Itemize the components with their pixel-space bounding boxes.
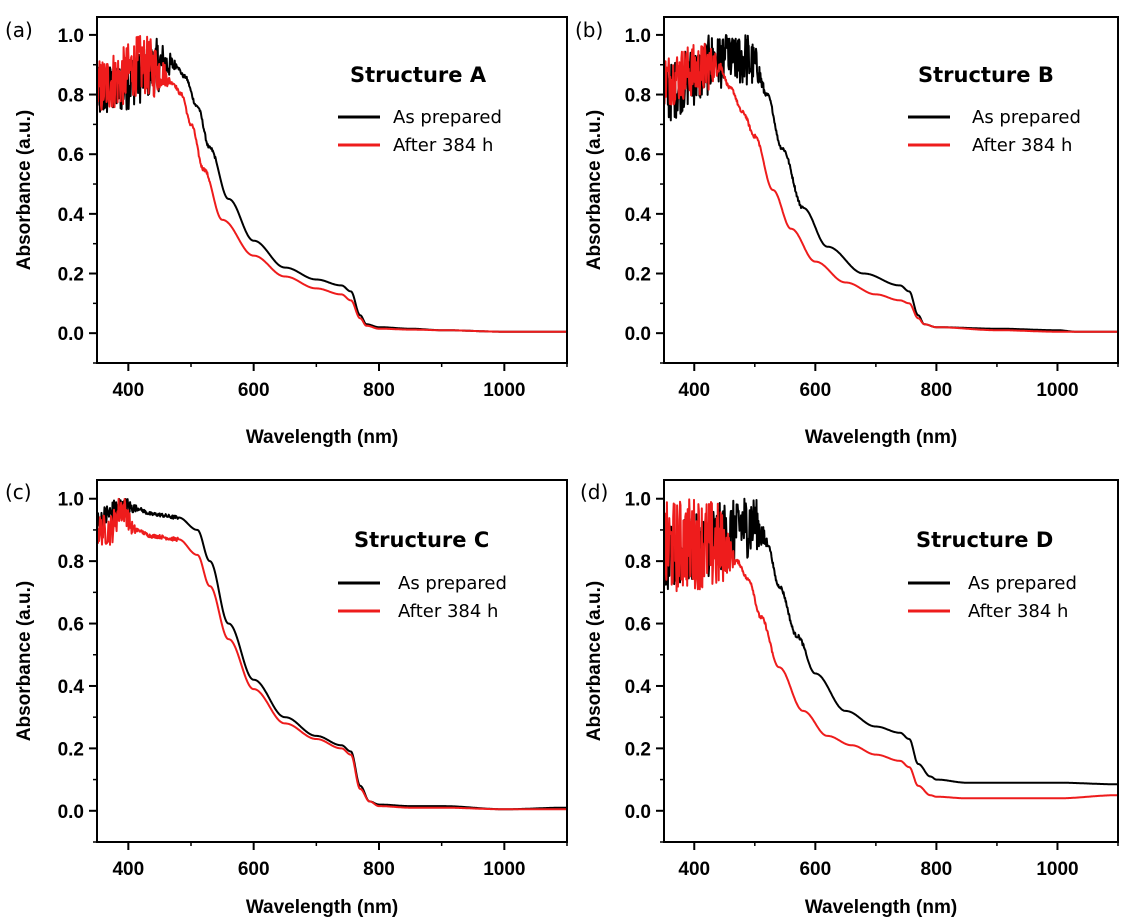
x-tick-label: 1000: [1036, 380, 1078, 401]
series-line-as-prepared: [664, 497, 1118, 786]
y-tick-label: 0.0: [625, 802, 651, 823]
y-tick-label: 0.2: [625, 265, 651, 286]
x-axis-title: Wavelength (nm): [246, 897, 398, 918]
x-tick-label: 800: [921, 859, 953, 880]
ticks-layer: 400 600 800 1000 0.0 0.2 0.4 0.6 0.8 1.0: [58, 26, 568, 401]
series-layer: [97, 497, 567, 811]
y-tick-label: 0.4: [58, 677, 85, 698]
legend-label-after-384h: After 384 h: [968, 601, 1068, 622]
y-tick-label: 0.6: [625, 615, 651, 636]
y-tick-label: 0.6: [625, 145, 651, 166]
y-tick-label: 0.8: [625, 552, 651, 573]
y-tick-label: 0.4: [625, 677, 652, 698]
y-tick-label: 0.2: [625, 739, 651, 760]
plot-frame: [663, 479, 1119, 843]
panel-c: (c) 400 600 800 1000 0.0 0.2 0.4 0.6 0.8 1.0 Stru…: [5, 479, 568, 918]
x-tick-label: 800: [363, 859, 395, 880]
panel-b: (b) 400 600 800 1000 0.0 0.2 0.4 0.6 0.8 1.0 Stru…: [575, 16, 1119, 448]
legend-label-as-prepared: As prepared: [393, 107, 502, 128]
legend: As prepared After 384 h: [908, 107, 1081, 156]
x-axis-title: Wavelength (nm): [246, 427, 398, 448]
panel-label: (a): [5, 18, 33, 42]
series-line-after-384h: [97, 35, 567, 333]
y-tick-label: 0.2: [58, 265, 84, 286]
ticks-layer: 400 600 800 1000 0.0 0.2 0.4 0.6 0.8 1.0: [625, 26, 1119, 401]
y-tick-label: 0.8: [625, 86, 651, 107]
x-tick-label: 1000: [483, 380, 525, 401]
x-axis-title: Wavelength (nm): [805, 897, 957, 918]
x-tick-label: 400: [112, 380, 144, 401]
series-line-after-384h: [664, 498, 1118, 800]
series-layer: [664, 497, 1118, 800]
y-tick-label: 1.0: [58, 490, 84, 511]
x-tick-label: 800: [363, 380, 395, 401]
x-tick-label: 400: [678, 380, 710, 401]
ticks-layer: 400 600 800 1000 0.0 0.2 0.4 0.6 0.8 1.0: [58, 490, 568, 880]
x-tick-label: 800: [921, 380, 953, 401]
legend-label-as-prepared: As prepared: [972, 107, 1081, 128]
plot-frame: [96, 479, 568, 843]
x-tick-label: 1000: [483, 859, 525, 880]
y-axis-title: Absorbance (a.u.): [14, 110, 35, 270]
y-tick-label: 1.0: [625, 26, 651, 47]
legend: As prepared After 384 h: [338, 573, 507, 622]
y-tick-label: 0.2: [58, 739, 84, 760]
series-layer: [97, 35, 567, 333]
chart-title: Structure A: [350, 63, 487, 87]
y-tick-label: 0.4: [625, 205, 652, 226]
panel-label: (d): [580, 480, 608, 504]
chart-title: Structure B: [918, 63, 1054, 87]
x-tick-label: 600: [799, 859, 831, 880]
x-tick-label: 400: [112, 859, 144, 880]
y-tick-label: 0.8: [58, 552, 84, 573]
series-line-as-prepared: [664, 34, 1118, 333]
series-line-as-prepared: [97, 498, 567, 811]
y-tick-label: 1.0: [625, 490, 651, 511]
legend-label-after-384h: After 384 h: [398, 601, 498, 622]
y-axis-title: Absorbance (a.u.): [584, 581, 605, 741]
x-tick-label: 400: [678, 859, 710, 880]
y-tick-label: 1.0: [58, 26, 84, 47]
plot-frame: [663, 16, 1119, 364]
legend-label-after-384h: After 384 h: [972, 135, 1072, 156]
y-axis-title: Absorbance (a.u.): [14, 581, 35, 741]
y-tick-label: 0.8: [58, 86, 84, 107]
y-tick-label: 0.6: [58, 615, 84, 636]
series-layer: [664, 34, 1118, 333]
legend-label-as-prepared: As prepared: [968, 573, 1077, 594]
x-tick-label: 600: [238, 859, 270, 880]
panel-label: (c): [5, 480, 32, 504]
ticks-layer: 400 600 800 1000 0.0 0.2 0.4 0.6 0.8 1.0: [625, 490, 1119, 880]
y-axis-title: Absorbance (a.u.): [584, 110, 605, 270]
chart-title: Structure C: [354, 528, 489, 552]
x-tick-label: 600: [799, 380, 831, 401]
y-tick-label: 0.0: [625, 324, 651, 345]
legend: As prepared After 384 h: [908, 573, 1077, 622]
y-tick-label: 0.0: [58, 802, 84, 823]
legend: As prepared After 384 h: [338, 107, 502, 156]
y-tick-label: 0.4: [58, 205, 85, 226]
panel-d: (d) 400 600 800 1000 0.0 0.2 0.4 0.6 0.8 1.0 Stru…: [580, 479, 1119, 918]
series-line-after-384h: [97, 497, 567, 811]
plot-frame: [96, 16, 568, 364]
series-line-after-384h: [664, 42, 1118, 333]
y-tick-label: 0.6: [58, 145, 84, 166]
x-axis-title: Wavelength (nm): [805, 427, 957, 448]
chart-title: Structure D: [916, 528, 1053, 552]
legend-label-as-prepared: As prepared: [398, 573, 507, 594]
x-tick-label: 600: [238, 380, 270, 401]
panel-a: (a) 400 600 800 1000 0.0 0.2 0.4 0.6 0.8 1.0 Stru…: [5, 16, 568, 448]
panel-label: (b): [575, 18, 603, 42]
y-tick-label: 0.0: [58, 324, 84, 345]
legend-label-after-384h: After 384 h: [393, 135, 493, 156]
x-tick-label: 1000: [1036, 859, 1078, 880]
